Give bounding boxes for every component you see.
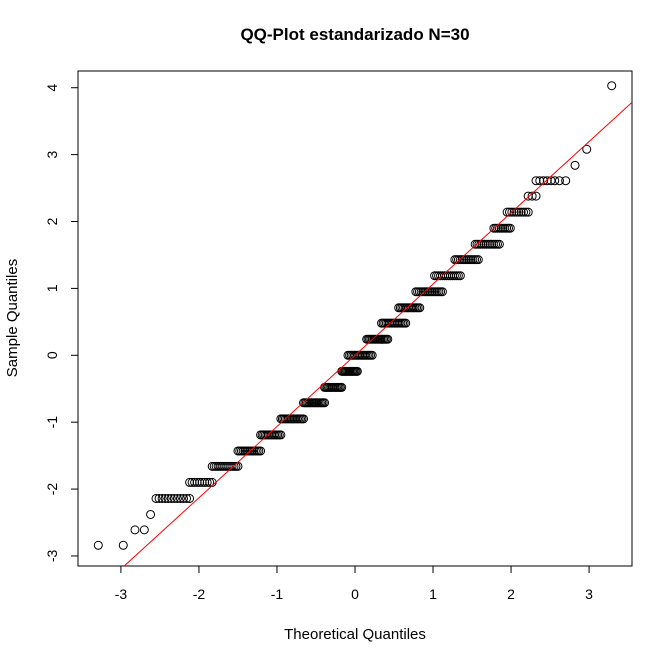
chart-title: QQ-Plot estandarizado N=30 [240, 25, 469, 44]
data-point [607, 81, 617, 91]
y-tick-label: -1 [44, 416, 60, 429]
data-point [570, 160, 580, 170]
data-point [437, 287, 447, 297]
data-point [494, 239, 504, 249]
data-point [531, 191, 541, 201]
data-point [182, 493, 192, 503]
data-point [550, 176, 560, 186]
data-point [507, 207, 517, 217]
data-point [93, 540, 103, 550]
data-point [539, 176, 549, 186]
data-point [154, 493, 164, 503]
x-axis: -3 -2 -1 0 1 2 3 [115, 565, 593, 602]
data-point [205, 477, 215, 487]
data-point [178, 493, 188, 503]
x-tick-label: -2 [193, 586, 206, 602]
data-point [166, 493, 176, 503]
x-tick-label: 3 [585, 586, 593, 602]
data-point [415, 303, 425, 313]
data-point [383, 334, 393, 344]
y-tick-label: 0 [44, 351, 60, 359]
data-points [93, 81, 617, 550]
data-point [527, 191, 537, 201]
y-axis-label: Sample Quantiles [4, 259, 21, 377]
data-point [337, 382, 347, 392]
data-point [157, 493, 167, 503]
data-point [185, 493, 195, 503]
data-point [139, 525, 149, 535]
data-point [519, 207, 529, 217]
y-axis: -3 -2 -1 0 1 2 3 4 [44, 84, 79, 563]
data-point [531, 176, 541, 186]
data-point [473, 255, 483, 265]
data-point [320, 398, 330, 408]
data-point [401, 318, 411, 328]
data-point [299, 414, 309, 424]
y-tick-label: -3 [44, 550, 60, 563]
data-point [151, 493, 161, 503]
data-point [509, 207, 519, 217]
data-point [561, 176, 571, 186]
x-axis-label: Theoretical Quantiles [284, 626, 426, 643]
data-point [514, 207, 524, 217]
data-point [169, 493, 179, 503]
x-tick-label: 1 [429, 586, 437, 602]
x-tick-label: 2 [507, 586, 515, 602]
data-point [202, 477, 212, 487]
plot-frame [77, 70, 633, 567]
data-point [172, 493, 182, 503]
data-point [582, 144, 592, 154]
data-point [352, 366, 362, 376]
y-tick-label: -2 [44, 483, 60, 496]
data-point [535, 176, 545, 186]
data-point [505, 223, 515, 233]
data-point [516, 207, 526, 217]
data-point [276, 430, 286, 440]
data-point [523, 207, 533, 217]
data-point [367, 350, 377, 360]
data-point [455, 271, 465, 281]
data-point [504, 207, 514, 217]
data-point [175, 493, 185, 503]
data-point [256, 446, 266, 456]
data-point [160, 493, 170, 503]
y-tick-label: 3 [44, 151, 60, 159]
x-tick-label: -1 [271, 586, 284, 602]
data-point [163, 493, 173, 503]
data-point [146, 509, 156, 519]
y-tick-label: 1 [44, 284, 60, 292]
data-point [521, 207, 531, 217]
data-point [542, 176, 552, 186]
reference-line [123, 102, 633, 567]
y-tick-label: 4 [44, 84, 60, 92]
x-tick-label: 0 [351, 586, 359, 602]
data-point [130, 525, 140, 535]
data-point [118, 540, 128, 550]
y-tick-label: 2 [44, 217, 60, 225]
x-tick-label: -3 [115, 586, 128, 602]
